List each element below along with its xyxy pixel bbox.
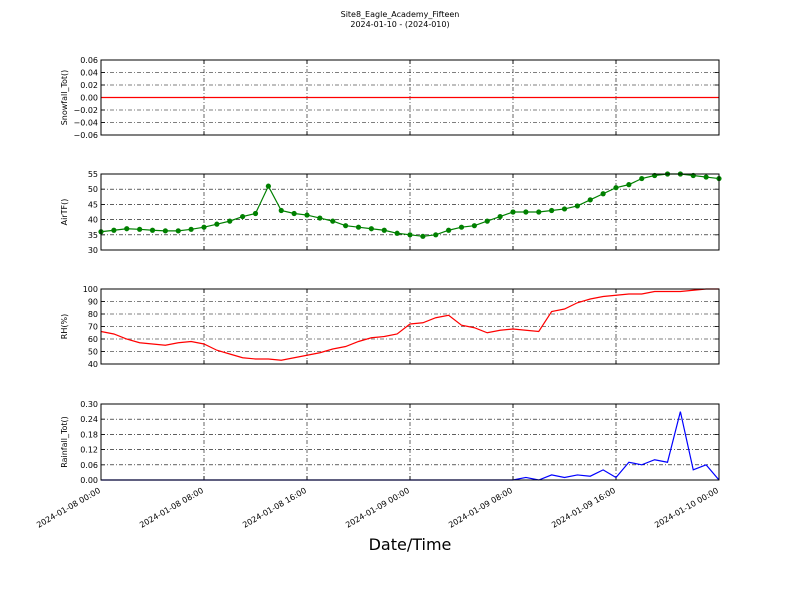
chart-subtitle: 2024-01-10 - (2024-010) <box>350 20 449 29</box>
y-tick-label: 50 <box>88 348 98 357</box>
y-axis-label: Snowfall_Tot() <box>60 70 69 126</box>
data-point <box>639 175 645 182</box>
y-tick-label: 70 <box>88 323 98 332</box>
data-point <box>111 227 117 233</box>
y-tick-label: −0.02 <box>73 106 98 115</box>
data-point <box>137 226 143 232</box>
y-tick-label: 60 <box>88 335 98 344</box>
data-point <box>471 223 477 229</box>
data-point <box>420 233 426 239</box>
data-point <box>561 206 568 212</box>
x-tick-label: 2024-01-08 08:00 <box>138 486 205 530</box>
data-point <box>317 215 323 221</box>
x-tick-label: 2024-01-09 00:00 <box>344 486 411 530</box>
data-point <box>201 224 207 230</box>
y-tick-label: 0.00 <box>80 94 98 103</box>
x-tick-label: 2024-01-08 16:00 <box>241 486 308 530</box>
plot-frame <box>100 59 720 136</box>
y-tick-label: 0.12 <box>80 446 98 455</box>
y-tick-label: 0.06 <box>80 56 98 65</box>
y-tick-label: 0.30 <box>80 400 98 409</box>
data-point <box>343 223 349 229</box>
data-point <box>574 203 580 209</box>
data-point <box>149 227 156 233</box>
x-tick-label: 2024-01-09 16:00 <box>550 486 617 530</box>
y-tick-label: 0.24 <box>80 415 98 424</box>
y-axis-label: Rainfall_Tot() <box>60 416 69 468</box>
y-tick-label: 30 <box>88 246 98 255</box>
data-point <box>124 226 130 232</box>
data-point <box>240 213 246 220</box>
data-point <box>188 226 194 232</box>
x-tick-label: 2024-01-08 00:00 <box>35 486 102 530</box>
y-axis-label: RH(%) <box>60 314 69 339</box>
data-point <box>484 218 490 224</box>
data-point <box>355 224 362 230</box>
y-tick-label: 40 <box>88 216 98 225</box>
subplot: 40 50 60 70 80 90 100 RH(%) <box>60 285 720 369</box>
data-point <box>265 183 271 189</box>
y-tick-label: 90 <box>88 298 98 307</box>
data-point <box>291 210 297 217</box>
data-point <box>549 207 555 214</box>
data-point <box>600 191 606 197</box>
y-tick-label: 55 <box>88 170 98 179</box>
y-tick-label: 0.00 <box>80 476 98 485</box>
data-point <box>278 207 284 214</box>
chart-title: Site8_Eagle_Academy_Fifteen <box>341 10 460 19</box>
plot-frame <box>100 173 720 251</box>
data-point <box>381 227 387 233</box>
data-point <box>162 228 168 234</box>
x-tick-label: 2024-01-10 00:00 <box>653 486 720 530</box>
y-tick-label: 0.06 <box>80 461 98 470</box>
subplot: −0.06 −0.04 −0.02 0.00 0.02 0.04 0.06 Snowfall_… <box>60 56 720 140</box>
y-tick-label: 50 <box>88 185 98 194</box>
data-point <box>626 182 632 188</box>
data-point <box>227 218 233 224</box>
plot-frame <box>100 403 720 481</box>
data-point <box>175 228 181 234</box>
y-tick-label: 0.04 <box>80 69 98 78</box>
y-tick-label: 45 <box>88 200 98 209</box>
data-point <box>330 218 336 224</box>
data-point <box>252 210 259 217</box>
data-point <box>613 185 619 191</box>
data-point <box>703 174 709 180</box>
y-tick-label: 0.18 <box>80 430 98 439</box>
y-tick-label: −0.04 <box>73 119 98 128</box>
data-point <box>394 230 400 236</box>
data-point <box>536 209 542 215</box>
data-point <box>407 232 413 238</box>
y-tick-label: 80 <box>88 310 98 319</box>
data-line <box>100 288 719 361</box>
y-tick-label: 0.02 <box>80 81 98 90</box>
plot-frame <box>100 288 720 365</box>
y-axis-label: AirTF() <box>60 199 69 226</box>
data-point <box>446 227 452 233</box>
y-tick-label: 100 <box>83 285 98 294</box>
y-tick-label: 35 <box>88 231 98 240</box>
data-point <box>368 226 374 232</box>
data-point <box>587 197 593 203</box>
x-axis-label: Date/Time <box>369 535 452 554</box>
y-tick-label: −0.06 <box>73 131 98 140</box>
subplot: 30 35 40 45 50 55 AirTF() <box>60 170 722 255</box>
data-point <box>523 209 529 215</box>
y-tick-label: 40 <box>88 360 98 369</box>
data-point <box>510 209 516 215</box>
data-point <box>214 221 220 227</box>
x-tick-label: 2024-01-09 08:00 <box>447 486 514 530</box>
data-point <box>497 213 503 220</box>
data-point <box>304 212 310 218</box>
data-point <box>433 232 439 238</box>
data-point <box>458 224 465 230</box>
subplot: 2024-01-08 00:00 2024-01-08 08:00 2024-01-… <box>35 400 720 554</box>
